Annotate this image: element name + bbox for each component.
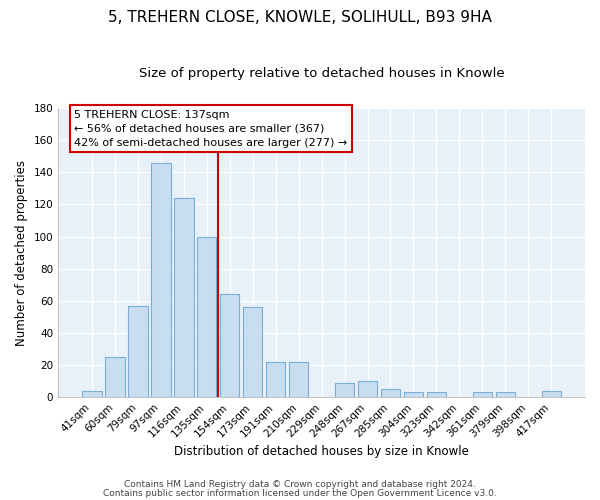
Bar: [105, 357, 125, 397]
Text: Contains public sector information licensed under the Open Government Licence v3: Contains public sector information licen…: [103, 488, 497, 498]
Bar: [404, 392, 423, 397]
Bar: [243, 308, 262, 397]
Bar: [496, 392, 515, 397]
Bar: [473, 392, 492, 397]
Text: Contains HM Land Registry data © Crown copyright and database right 2024.: Contains HM Land Registry data © Crown c…: [124, 480, 476, 489]
Bar: [427, 392, 446, 397]
X-axis label: Distribution of detached houses by size in Knowle: Distribution of detached houses by size …: [174, 444, 469, 458]
Bar: [381, 389, 400, 397]
Bar: [82, 391, 101, 397]
Text: 5 TREHERN CLOSE: 137sqm
← 56% of detached houses are smaller (367)
42% of semi-d: 5 TREHERN CLOSE: 137sqm ← 56% of detache…: [74, 110, 347, 148]
Bar: [197, 236, 217, 397]
Text: 5, TREHERN CLOSE, KNOWLE, SOLIHULL, B93 9HA: 5, TREHERN CLOSE, KNOWLE, SOLIHULL, B93 …: [108, 10, 492, 25]
Y-axis label: Number of detached properties: Number of detached properties: [15, 160, 28, 346]
Bar: [174, 198, 194, 397]
Bar: [289, 362, 308, 397]
Bar: [220, 294, 239, 397]
Bar: [358, 381, 377, 397]
Bar: [151, 162, 170, 397]
Bar: [266, 362, 286, 397]
Title: Size of property relative to detached houses in Knowle: Size of property relative to detached ho…: [139, 68, 505, 80]
Bar: [128, 306, 148, 397]
Bar: [335, 383, 355, 397]
Bar: [542, 391, 561, 397]
